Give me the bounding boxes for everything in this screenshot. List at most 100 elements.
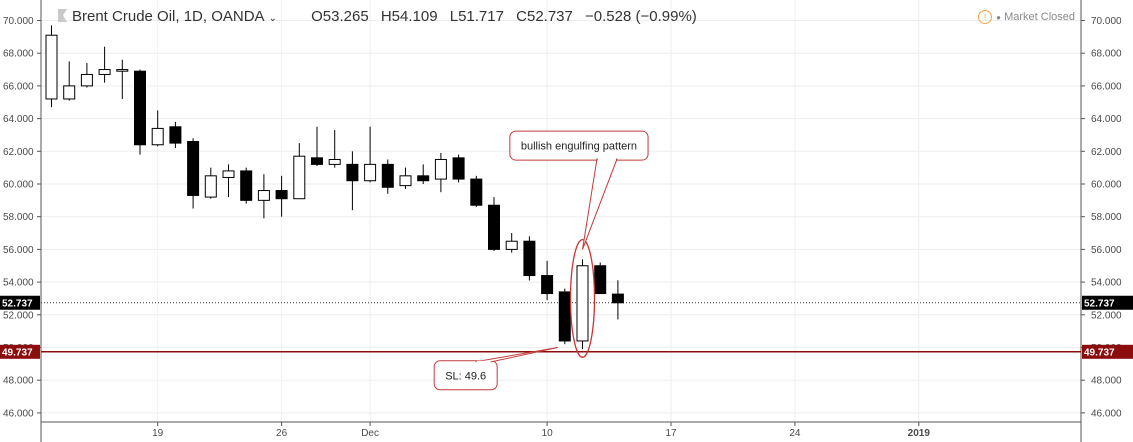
candle <box>275 175 288 217</box>
candle <box>452 154 465 183</box>
pattern-highlight-ellipse <box>569 238 596 358</box>
candle-body-up <box>204 175 217 198</box>
candle <box>505 233 518 253</box>
callout-text: SL: 49.6 <box>445 370 486 382</box>
candle-body-up <box>222 170 235 178</box>
y-tick-label-left: 46.000 <box>3 408 34 419</box>
candle <box>611 280 624 320</box>
candle-body-down <box>275 190 288 200</box>
x-tick-label: 26 <box>276 428 288 439</box>
open-value: O53.265 <box>311 8 369 25</box>
alert-icon: ! <box>978 10 993 24</box>
chart-header: Brent Crude Oil, 1D, OANDA ⌄ O53.265 H54.… <box>58 8 705 28</box>
candle <box>45 25 58 108</box>
price-tag-left-text: 52.737 <box>2 298 33 309</box>
symbol-selector[interactable]: Brent Crude Oil, 1D, OANDA ⌄ <box>58 8 277 25</box>
candle <box>576 259 589 350</box>
y-tick-label-left: 58.000 <box>3 212 34 223</box>
candle-body-up <box>364 163 377 182</box>
candle <box>222 164 235 198</box>
y-tick-label-left: 62.000 <box>3 147 34 158</box>
candle <box>169 121 182 149</box>
candle-body-down <box>134 70 146 146</box>
y-tick-label-right: 46.000 <box>1091 408 1122 419</box>
candle <box>187 138 200 209</box>
candle <box>328 130 341 168</box>
y-tick-label-right: 64.000 <box>1091 114 1122 125</box>
y-tick-label-left: 56.000 <box>3 245 34 256</box>
candle-body-up <box>328 158 341 165</box>
status-dot-icon: ● <box>996 13 1002 22</box>
stop-tag-right-text: 49.737 <box>1084 347 1115 358</box>
y-tick-label-right: 52.000 <box>1091 310 1122 321</box>
candle <box>523 236 536 281</box>
candle-body-up <box>63 85 76 100</box>
candle-body-up <box>257 190 270 201</box>
candles <box>45 25 624 350</box>
close-value: C52.737 <box>516 8 573 25</box>
candle <box>434 152 447 193</box>
y-tick-label-right: 70.000 <box>1091 16 1122 27</box>
y-tick-label-left: 54.000 <box>3 278 34 289</box>
y-tick-label-right: 58.000 <box>1091 212 1122 223</box>
y-tick-label-right: 56.000 <box>1091 245 1122 256</box>
candle <box>134 69 146 155</box>
candle-body-down <box>452 157 465 180</box>
stop-loss-callout: SL: 49.6 <box>433 347 558 391</box>
candle <box>293 143 306 200</box>
candle-body-down <box>417 175 430 182</box>
candle-body-down <box>381 163 394 188</box>
candle <box>257 174 270 219</box>
y-tick-label-left: 60.000 <box>3 180 34 191</box>
market-status[interactable]: ! ● Market Closed <box>978 10 1075 24</box>
callout-box <box>433 360 498 391</box>
stop-tag-left-text: 49.737 <box>2 347 33 358</box>
x-tick-label: 24 <box>789 428 801 439</box>
x-tick-label: 10 <box>542 428 554 439</box>
candle <box>63 61 76 101</box>
y-tick-label-left: 52.000 <box>3 310 34 321</box>
plot-area <box>41 0 1081 422</box>
candle-body-up <box>293 155 306 200</box>
y-tick-label-right: 68.000 <box>1091 49 1122 60</box>
price-tag-right-bg <box>1082 295 1133 310</box>
candle <box>98 46 111 83</box>
candle <box>541 260 554 301</box>
y-tick-label-left: 66.000 <box>3 81 34 92</box>
candle-body-down <box>240 170 253 201</box>
candle <box>311 126 323 167</box>
y-tick-label-left: 68.000 <box>3 49 34 60</box>
candle-body-down <box>470 178 483 206</box>
candle <box>399 167 412 189</box>
candle <box>346 151 359 211</box>
candle-body-down <box>611 293 624 304</box>
x-tick-label: 17 <box>665 428 677 439</box>
candle <box>558 288 571 345</box>
flag-icon <box>58 9 67 22</box>
callout-box <box>509 130 649 161</box>
high-value: H54.109 <box>380 8 438 25</box>
candle-body-down <box>187 140 200 196</box>
candle-body-up <box>80 73 93 87</box>
candle <box>594 262 607 295</box>
y-tick-label-right: 66.000 <box>1091 81 1122 92</box>
symbol-label: Brent Crude Oil, 1D, OANDA <box>72 8 265 25</box>
candle-body-down <box>311 157 323 165</box>
price-tag-right-text: 52.737 <box>1084 298 1115 309</box>
change-value: −0.528 (−0.99%) <box>585 8 697 25</box>
candle <box>116 59 129 99</box>
candle-body-down <box>346 163 359 182</box>
stop-tag-right-bg <box>1082 344 1133 359</box>
y-tick-label-right: 60.000 <box>1091 180 1122 191</box>
candle-body-up <box>505 240 518 250</box>
candle <box>364 126 377 183</box>
chevron-down-icon: ⌄ <box>268 13 277 24</box>
candle <box>80 63 93 88</box>
candle <box>470 175 483 207</box>
candle <box>240 167 253 204</box>
candle-body-up <box>45 34 58 100</box>
y-tick-label-left: 48.000 <box>3 376 34 387</box>
candle-body-up <box>434 158 447 180</box>
